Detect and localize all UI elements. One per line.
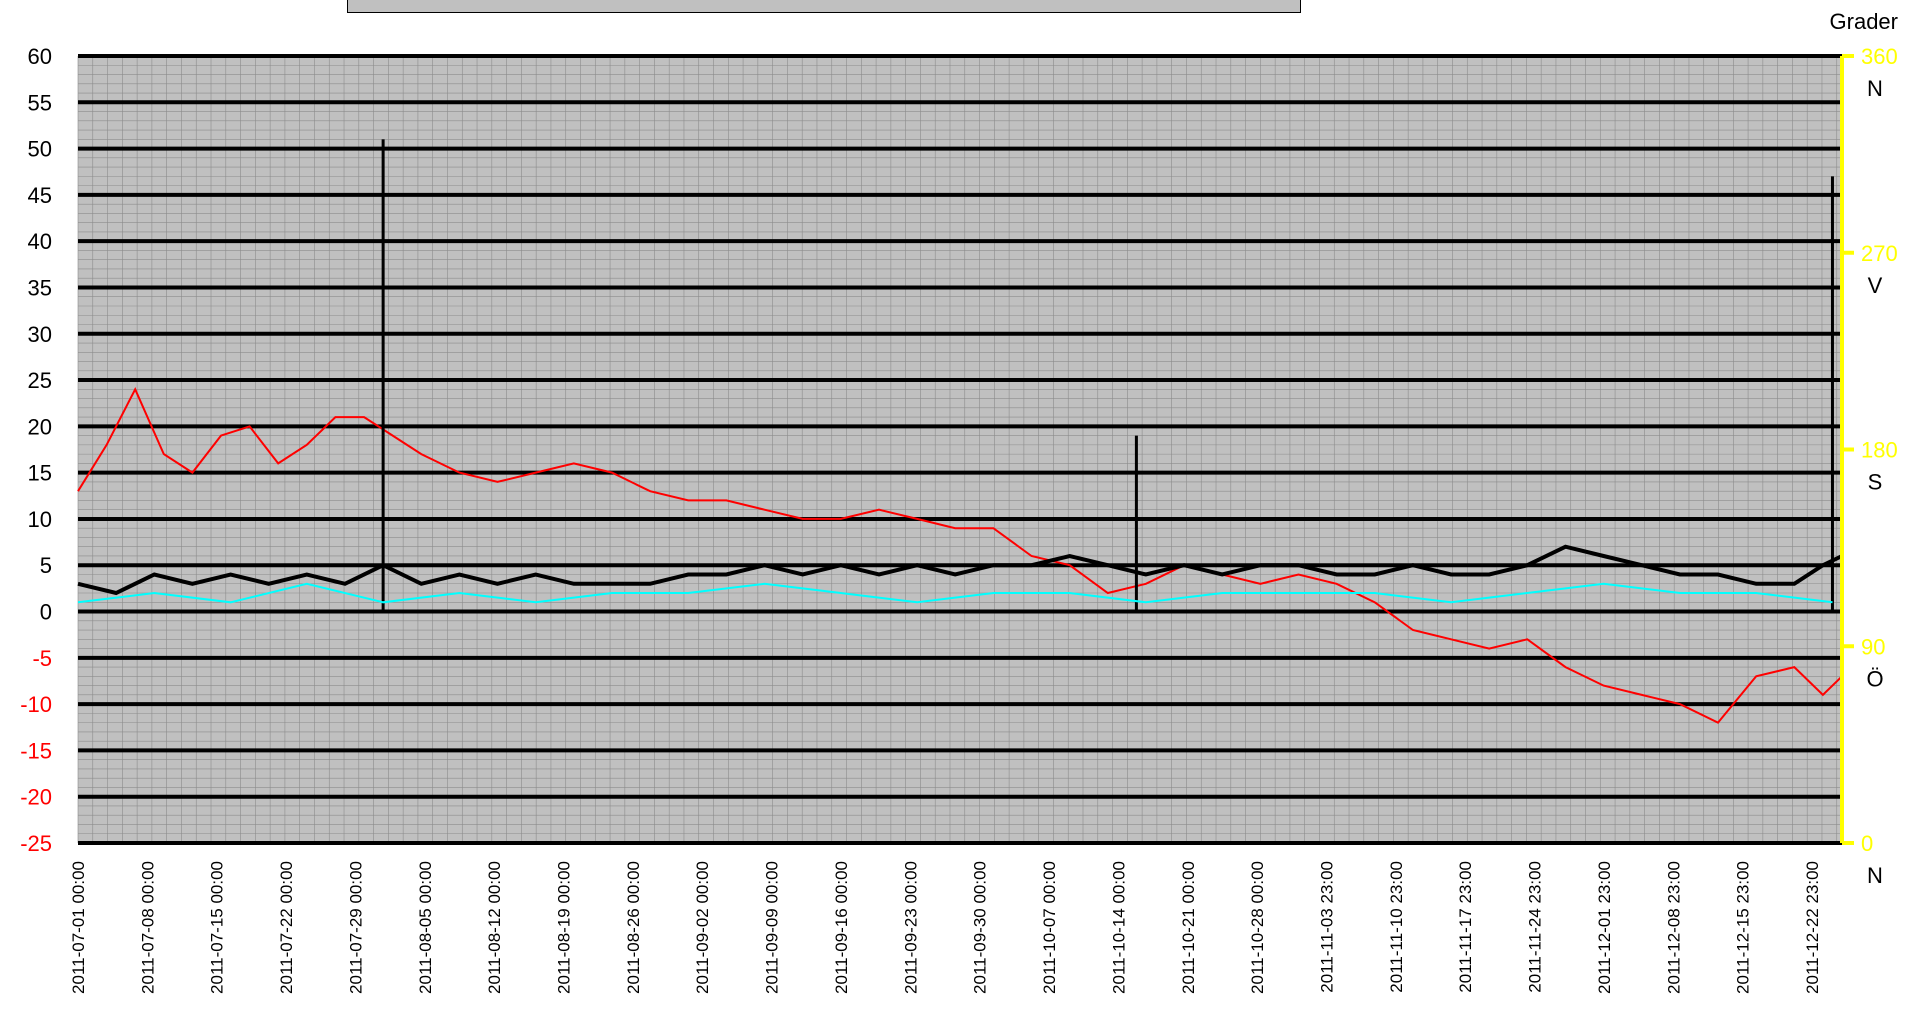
x-tick-label: 2011-08-05 00:00 [416,861,435,994]
x-tick-label: 2011-08-19 00:00 [555,861,574,994]
x-tick-label: 2011-12-01 23:00 [1595,861,1614,994]
x-tick-label: 2011-08-12 00:00 [485,861,504,994]
y-left-tick-label: 30 [28,322,52,347]
y-left-tick-label: 25 [28,368,52,393]
y-right-tick-label: 360 [1861,44,1898,69]
x-tick-label: 2011-09-23 00:00 [901,861,920,994]
y-left-tick-label: 60 [28,44,52,69]
chart-axes: 605550454035302520151050-5-10-15-20-25Gr… [20,9,1898,994]
y-left-tick-label: 5 [40,553,52,578]
y-left-tick-label: 0 [40,600,52,625]
x-tick-label: 2011-07-01 00:00 [69,861,88,994]
series-line-1 [77,544,1843,596]
y-left-tick-label: 15 [28,461,52,486]
y-left-tick-label: 35 [28,275,52,300]
x-tick-label: 2011-07-22 00:00 [277,861,296,994]
x-tick-label: 2011-07-08 00:00 [138,861,157,994]
y-left-tick-label: 50 [28,137,52,162]
y-left-tick-label: -5 [32,646,52,671]
x-tick-label: 2011-09-16 00:00 [832,861,851,994]
y-left-tick-label: 45 [28,183,52,208]
legend-box [347,0,1301,13]
x-tick-label: 2011-10-21 00:00 [1179,861,1198,994]
x-tick-label: 2011-07-15 00:00 [208,861,227,994]
y-left-tick-label: 10 [28,507,52,532]
x-tick-label: 2011-11-17 23:00 [1456,861,1475,993]
direction-label: V [1868,273,1883,298]
right-axis-title: Grader [1830,9,1898,34]
series-line-0 [77,386,1843,724]
x-tick-label: 2011-10-07 00:00 [1040,861,1059,994]
y-left-tick-label: -15 [20,738,52,763]
y-left-tick-label: 20 [28,414,52,439]
y-left-tick-label: -20 [20,785,52,810]
x-tick-label: 2011-12-15 23:00 [1734,861,1753,994]
direction-label: Ö [1866,666,1883,691]
x-tick-label: 2011-11-03 23:00 [1318,861,1337,993]
plot-background [78,56,1842,843]
direction-label: N [1867,863,1883,888]
direction-label: S [1868,470,1883,495]
direction-label: N [1867,76,1883,101]
y-right-tick-label: 90 [1861,634,1885,659]
x-tick-label: 2011-11-10 23:00 [1387,861,1406,993]
x-tick-label: 2011-09-02 00:00 [693,861,712,994]
x-tick-label: 2011-11-24 23:00 [1526,861,1545,993]
x-tick-label: 2011-09-30 00:00 [971,861,990,994]
y-left-tick-label: 40 [28,229,52,254]
y-left-tick-label: -25 [20,831,52,856]
x-tick-label: 2011-10-14 00:00 [1109,861,1128,994]
y-left-tick-label: 55 [28,90,52,115]
y-right-tick-label: 0 [1861,831,1873,856]
x-tick-label: 2011-10-28 00:00 [1248,861,1267,994]
x-tick-label: 2011-09-09 00:00 [763,861,782,994]
series-line-2 [77,582,1833,604]
x-tick-label: 2011-08-26 00:00 [624,861,643,994]
x-tick-label: 2011-12-22 23:00 [1803,861,1822,994]
plot-area [77,54,1842,845]
y-right-tick-label: 180 [1861,438,1898,463]
x-tick-label: 2011-07-29 00:00 [346,861,365,994]
y-left-tick-label: -10 [20,692,52,717]
x-tick-label: 2011-12-08 23:00 [1664,861,1683,994]
chart-marks [77,139,1843,724]
y-right-tick-label: 270 [1861,241,1898,266]
